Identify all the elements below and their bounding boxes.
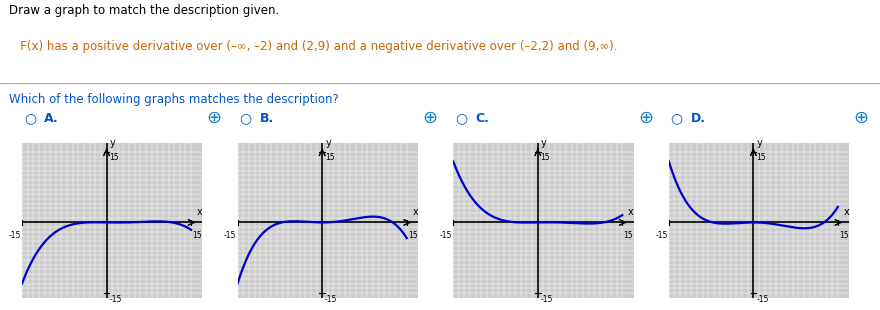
Text: -15: -15 bbox=[109, 295, 121, 304]
Text: 15: 15 bbox=[623, 231, 633, 240]
Text: D.: D. bbox=[691, 112, 706, 125]
Text: -15: -15 bbox=[9, 231, 21, 240]
Text: y: y bbox=[757, 138, 762, 148]
Text: y: y bbox=[326, 138, 331, 148]
Text: -15: -15 bbox=[224, 231, 237, 240]
Text: ⊕: ⊕ bbox=[207, 109, 222, 127]
Text: -15: -15 bbox=[656, 231, 668, 240]
Text: ○: ○ bbox=[455, 112, 467, 126]
Text: Draw a graph to match the description given.: Draw a graph to match the description gi… bbox=[9, 4, 279, 17]
Text: 15: 15 bbox=[325, 153, 334, 162]
Text: y: y bbox=[110, 138, 115, 148]
Text: -15: -15 bbox=[440, 231, 452, 240]
Text: C.: C. bbox=[475, 112, 489, 125]
Text: ⊕: ⊕ bbox=[638, 109, 653, 127]
Text: -15: -15 bbox=[325, 295, 337, 304]
Text: ⊕: ⊕ bbox=[854, 109, 869, 127]
Text: 15: 15 bbox=[756, 153, 766, 162]
Text: ○: ○ bbox=[239, 112, 252, 126]
Text: 15: 15 bbox=[109, 153, 119, 162]
Text: ⊕: ⊕ bbox=[422, 109, 437, 127]
Text: ○: ○ bbox=[671, 112, 683, 126]
Text: x: x bbox=[628, 207, 634, 217]
Text: x: x bbox=[197, 207, 202, 217]
Text: ○: ○ bbox=[24, 112, 36, 126]
Text: -15: -15 bbox=[540, 295, 553, 304]
Text: Which of the following graphs matches the description?: Which of the following graphs matches th… bbox=[9, 93, 339, 106]
Text: 15: 15 bbox=[407, 231, 417, 240]
Text: x: x bbox=[844, 207, 849, 217]
Text: x: x bbox=[413, 207, 418, 217]
Text: y: y bbox=[541, 138, 546, 148]
Text: 15: 15 bbox=[540, 153, 550, 162]
Text: 15: 15 bbox=[192, 231, 202, 240]
Text: B.: B. bbox=[260, 112, 274, 125]
Text: F(x) has a positive derivative over (–∞, –2) and (2,9) and a negative derivative: F(x) has a positive derivative over (–∞,… bbox=[9, 40, 617, 53]
Text: A.: A. bbox=[44, 112, 59, 125]
Text: 15: 15 bbox=[839, 231, 848, 240]
Text: -15: -15 bbox=[756, 295, 768, 304]
